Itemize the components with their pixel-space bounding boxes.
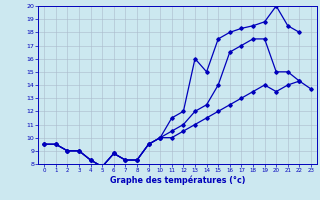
X-axis label: Graphe des températures (°c): Graphe des températures (°c): [110, 176, 245, 185]
